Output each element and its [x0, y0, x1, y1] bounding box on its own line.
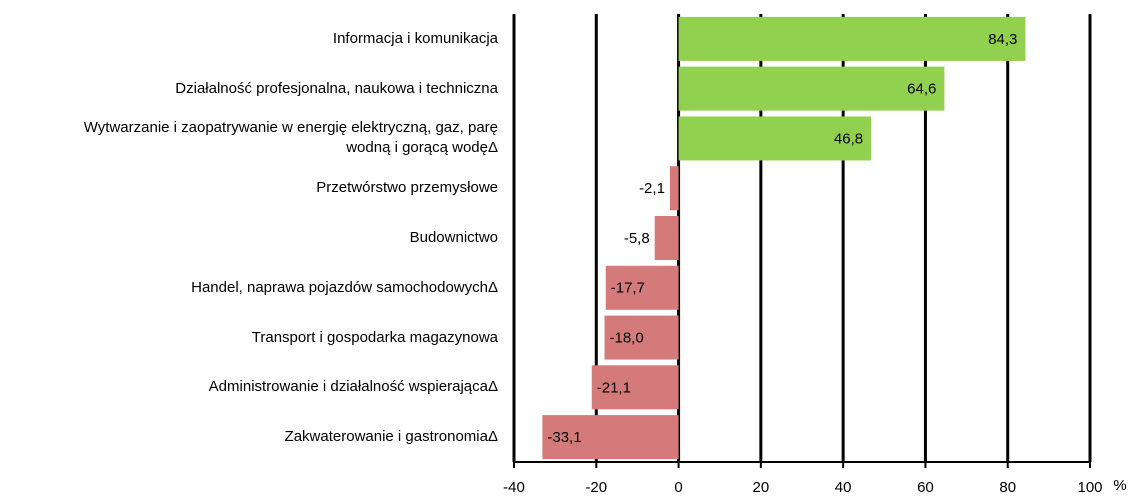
category-label: Przetwórstwo przemysłowe — [316, 179, 498, 197]
x-tick-label: 40 — [835, 479, 852, 496]
x-tick-label: 60 — [917, 479, 934, 496]
category-label: Budownictwo — [409, 229, 498, 246]
value-label: 64,6 — [907, 81, 936, 98]
category-label: Zakwaterowanie i gastronomiaΔ — [284, 428, 498, 446]
x-tick-label: 20 — [753, 479, 770, 496]
bar — [669, 166, 679, 211]
category-label: Transport i gospodarka magazynowa — [251, 328, 498, 346]
value-label: 46,8 — [834, 130, 863, 147]
bar — [678, 16, 1026, 61]
x-tick-label: -20 — [585, 479, 607, 496]
bar — [605, 265, 679, 310]
value-label: -21,1 — [597, 379, 631, 396]
value-label: -18,0 — [610, 330, 644, 347]
bar — [678, 66, 945, 111]
value-label: -17,7 — [611, 280, 645, 297]
bar — [604, 315, 679, 360]
category-label: Wytwarzanie i zaopatrywanie w energię el… — [83, 119, 498, 157]
x-tick-label: 100 — [1077, 479, 1102, 496]
value-label: 84,3 — [988, 31, 1017, 48]
x-unit-label: % — [1113, 477, 1126, 494]
value-label: -2,1 — [639, 180, 665, 197]
value-label: -5,8 — [624, 230, 650, 247]
category-label: Administrowanie i działalność wspierając… — [208, 378, 498, 396]
x-tick-label: -40 — [503, 479, 525, 496]
category-label: Informacja i komunikacja — [332, 29, 498, 47]
value-label: -33,1 — [547, 429, 581, 446]
category-label: Handel, naprawa pojazdów samochodowychΔ — [191, 278, 498, 296]
x-tick-label: 0 — [674, 479, 682, 496]
bar — [591, 365, 679, 410]
category-label: Działalność profesjonalna, naukowa i tec… — [175, 79, 498, 97]
bar — [542, 415, 679, 460]
bar — [678, 116, 872, 161]
bar — [654, 216, 679, 260]
x-tick-label: 80 — [999, 479, 1016, 496]
